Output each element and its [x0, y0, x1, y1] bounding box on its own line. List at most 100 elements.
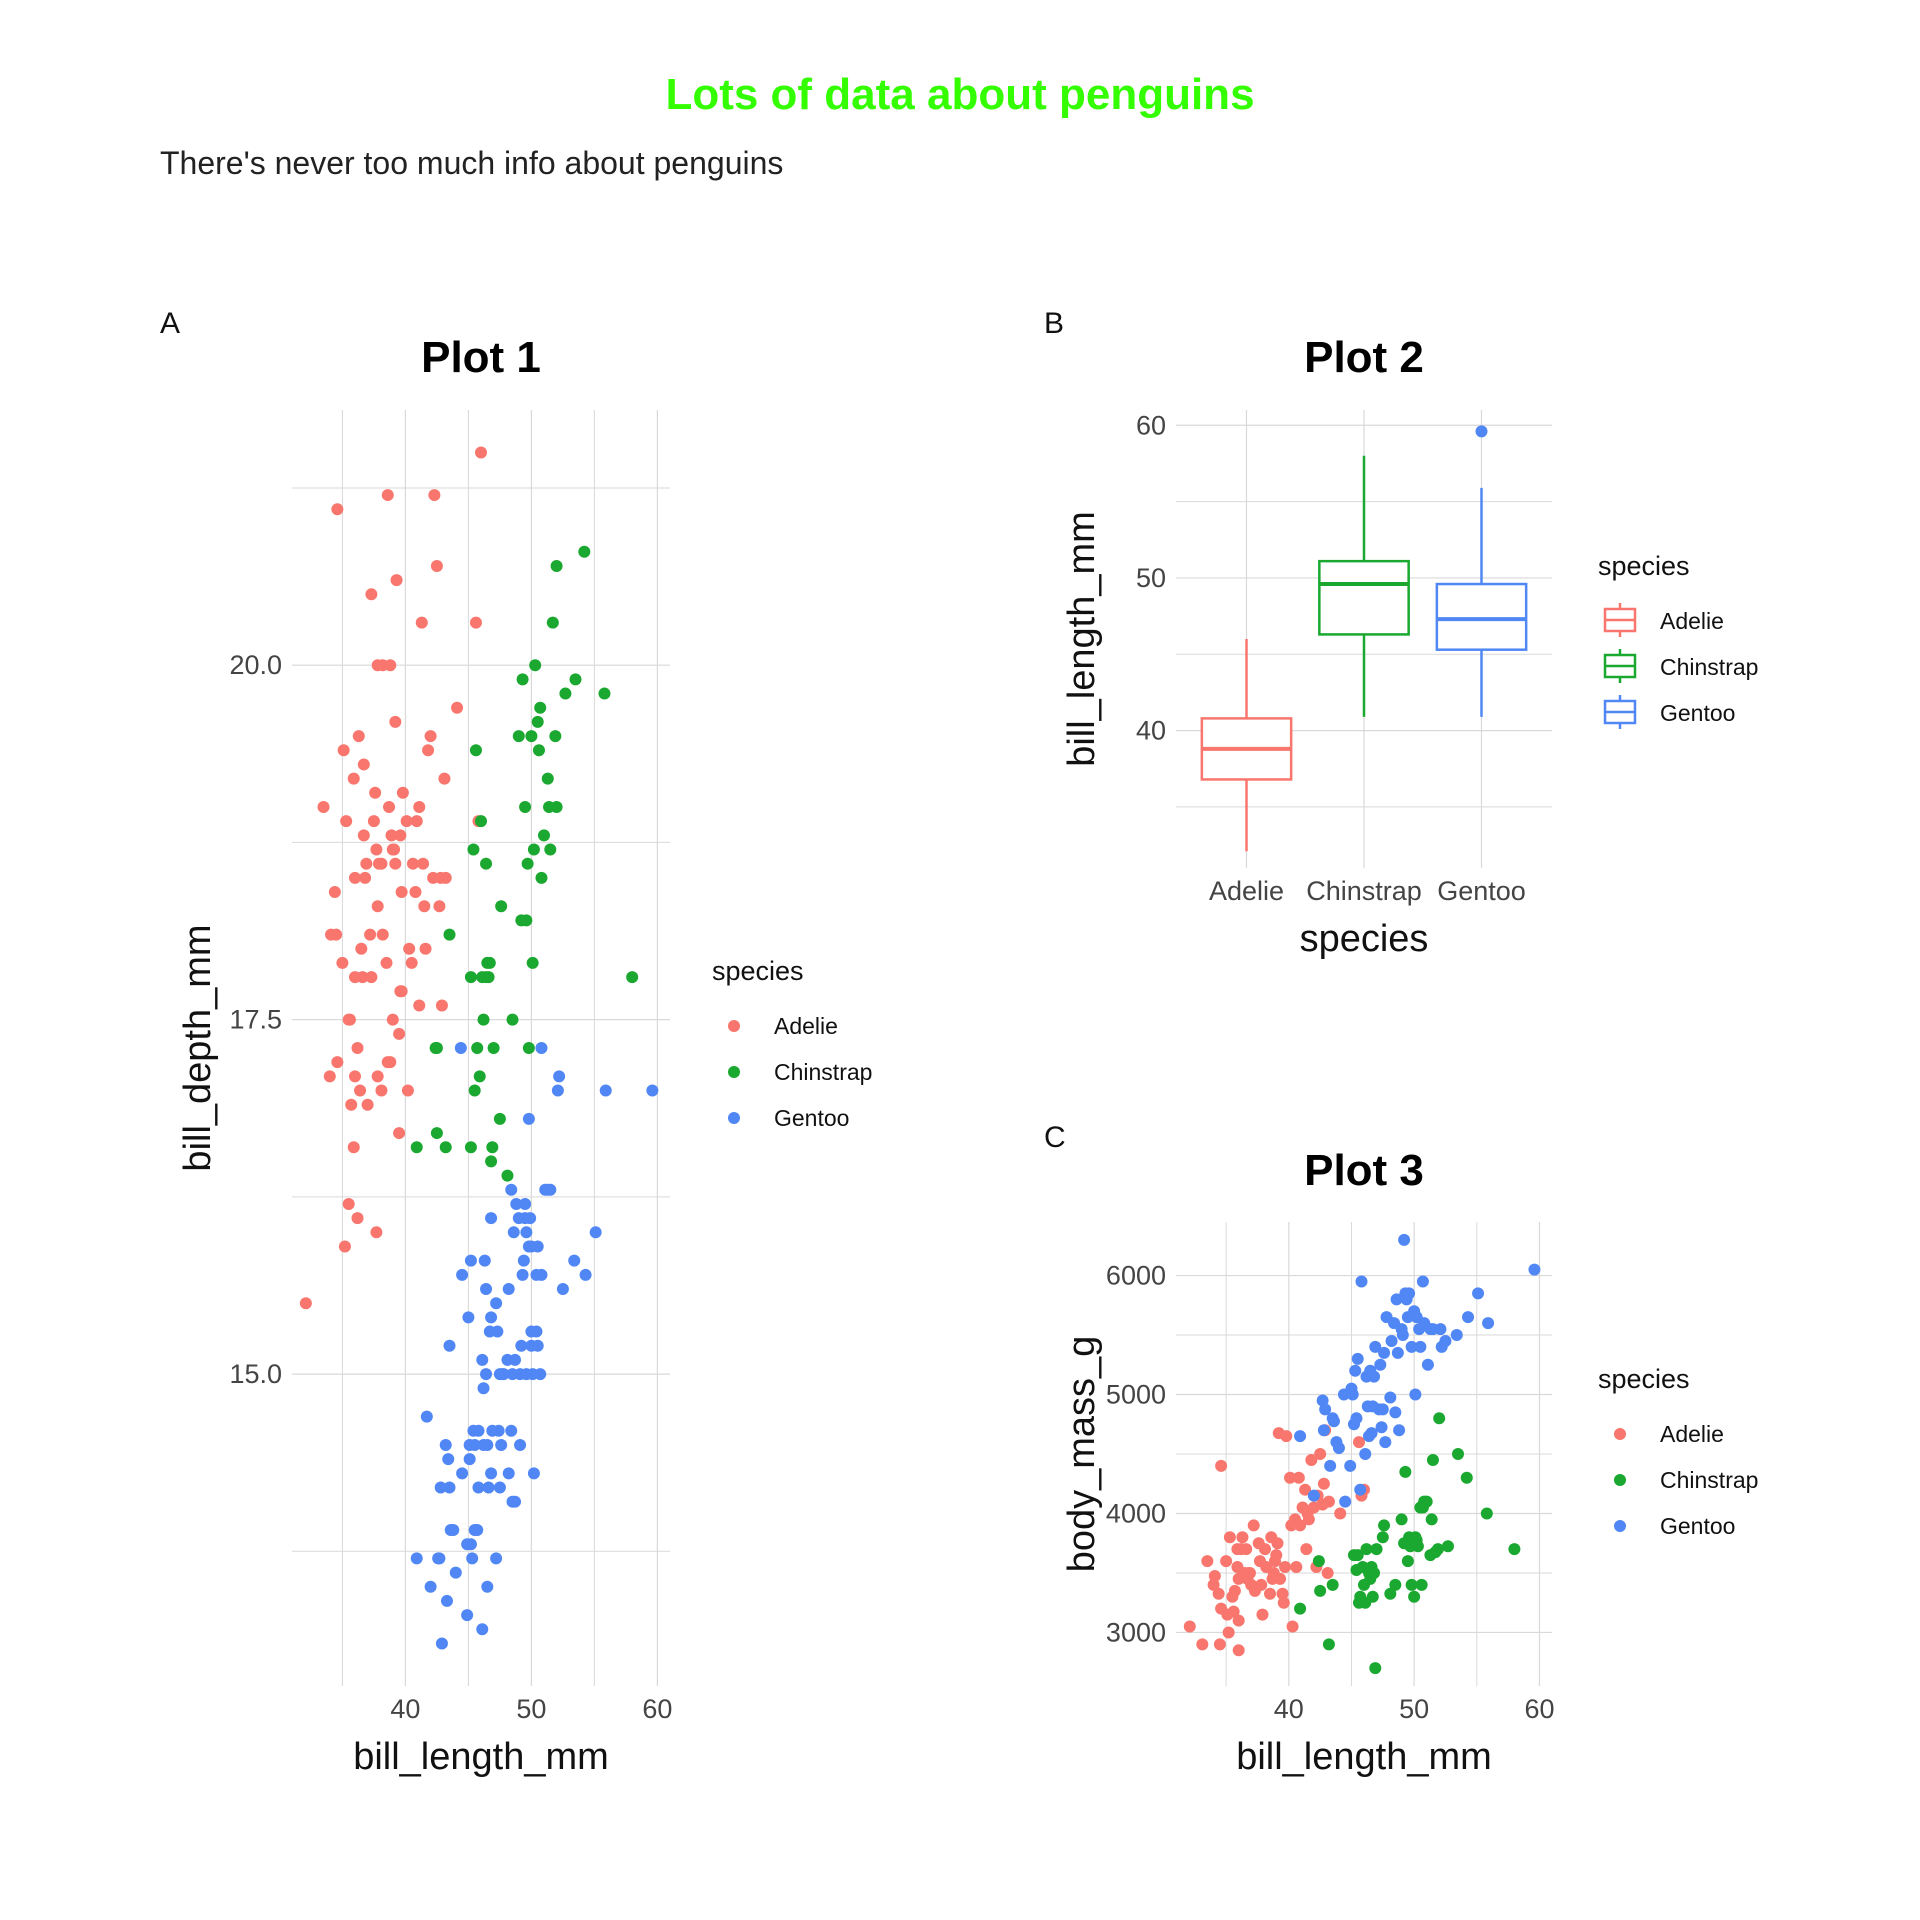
data-point [1213, 1638, 1226, 1651]
data-point [1334, 1507, 1347, 1520]
box-adelie [1200, 639, 1293, 852]
data-point [512, 730, 525, 743]
legend-key-point [1614, 1520, 1626, 1532]
data-point [532, 744, 545, 757]
data-point [420, 1410, 433, 1423]
data-point [347, 1141, 360, 1154]
data-point [1317, 1477, 1330, 1490]
data-point [370, 843, 383, 856]
data-point [1399, 1465, 1412, 1478]
data-point [506, 1013, 519, 1026]
data-point [1378, 1346, 1391, 1359]
data-point [467, 843, 480, 856]
legend: species Adelie Chinstrap Gentoo [712, 956, 872, 1131]
data-point [626, 971, 639, 984]
data-point [1370, 1543, 1383, 1556]
data-point [393, 1127, 406, 1140]
data-point [493, 1112, 506, 1125]
data-point [495, 1438, 508, 1451]
page-subtitle: There's never too much info about pengui… [160, 145, 784, 181]
data-point [384, 659, 397, 672]
data-point [371, 1070, 384, 1083]
data-point [456, 1467, 469, 1480]
data-point [490, 1297, 503, 1310]
data-point [1528, 1263, 1541, 1276]
data-point [481, 1580, 494, 1593]
data-point [317, 800, 330, 813]
plot-title: Plot 1 [421, 333, 541, 382]
data-point [400, 815, 413, 828]
data-point [1236, 1531, 1249, 1544]
x-axis-label: bill_length_mm [1236, 1736, 1492, 1778]
data-point [439, 871, 452, 884]
data-point [476, 1623, 489, 1636]
data-point [410, 1552, 423, 1565]
legend-label-adelie: Adelie [1660, 1421, 1724, 1447]
data-point [401, 1084, 414, 1097]
data-point [364, 928, 377, 941]
data-point [476, 1353, 489, 1366]
data-point [1384, 1391, 1397, 1404]
data-point [1369, 1340, 1382, 1353]
data-point [1327, 1415, 1340, 1428]
data-point [1292, 1471, 1305, 1484]
data-point [491, 1325, 504, 1338]
data-point [468, 1438, 481, 1451]
series-adelie [299, 446, 487, 1310]
data-point [418, 900, 431, 913]
data-point [1408, 1590, 1421, 1603]
data-point [1414, 1340, 1427, 1353]
data-point [331, 1056, 344, 1069]
data-point [369, 786, 382, 799]
data-point [1307, 1489, 1320, 1502]
data-point [409, 886, 422, 899]
data-point [493, 1481, 506, 1494]
data-point [367, 815, 380, 828]
data-point [492, 1424, 505, 1437]
data-point [531, 1240, 544, 1253]
data-point [1368, 1566, 1381, 1579]
data-point [343, 1013, 356, 1026]
data-point [482, 971, 495, 984]
data-point [405, 956, 418, 969]
data-point [531, 715, 544, 728]
data-point [1378, 1519, 1391, 1532]
data-point [1376, 1531, 1389, 1544]
data-point [370, 1226, 383, 1239]
data-point [527, 843, 540, 856]
data-point [1220, 1555, 1233, 1568]
legend-title: species [1598, 1364, 1690, 1394]
data-point [471, 1524, 484, 1537]
data-point [530, 1325, 543, 1338]
data-point [1395, 1513, 1408, 1526]
data-point [331, 503, 344, 516]
data-point [1207, 1578, 1220, 1591]
data-point [1201, 1555, 1214, 1568]
data-point [517, 1254, 530, 1267]
data-point [376, 928, 389, 941]
data-point [396, 786, 409, 799]
data-point [485, 1311, 498, 1324]
data-point [1290, 1561, 1303, 1574]
data-point [541, 772, 554, 785]
data-point [1321, 1566, 1334, 1579]
data-point [1339, 1495, 1352, 1508]
legend-label-chinstrap: Chinstrap [1660, 1467, 1758, 1493]
data-point [463, 1453, 476, 1466]
data-point [481, 1438, 494, 1451]
data-point [522, 1112, 535, 1125]
x-tick-label: 50 [1399, 1694, 1429, 1724]
panel-tag: B [1044, 307, 1064, 340]
data-point [435, 999, 448, 1012]
data-point [1354, 1483, 1367, 1496]
y-tick-label: 6000 [1106, 1261, 1166, 1291]
data-point [495, 900, 508, 913]
data-point [502, 1283, 515, 1296]
data-point [505, 1183, 518, 1196]
data-point [299, 1297, 312, 1310]
y-tick-label: 50 [1136, 563, 1166, 593]
data-point [507, 1226, 520, 1239]
data-point [469, 616, 482, 629]
data-point [510, 1197, 523, 1210]
data-point [538, 829, 550, 842]
